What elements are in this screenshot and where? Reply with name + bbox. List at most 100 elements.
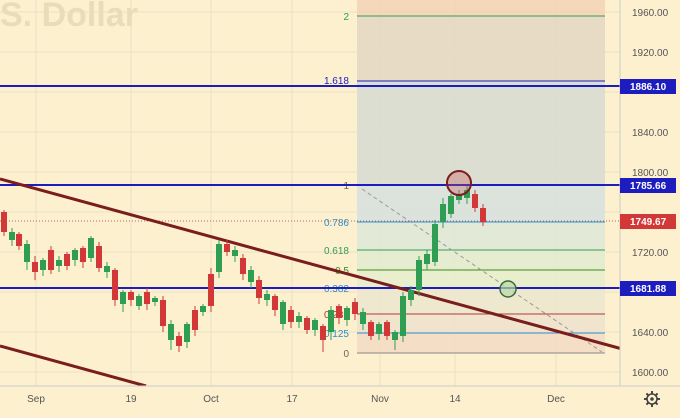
candle-body bbox=[136, 296, 142, 306]
candle-body bbox=[168, 324, 174, 340]
svg-text:17: 17 bbox=[286, 394, 298, 405]
candle-body bbox=[464, 190, 470, 198]
candle-body bbox=[104, 266, 110, 272]
candle-body bbox=[144, 292, 150, 304]
svg-text:19: 19 bbox=[125, 394, 137, 405]
trendline-lower bbox=[0, 344, 147, 388]
candle-body bbox=[176, 336, 182, 346]
candle-body bbox=[296, 316, 302, 322]
price-axis[interactable] bbox=[620, 0, 680, 413]
price-axis-ticks: 1960.00 1920.00 1840.00 1800.00 1720.00 … bbox=[632, 8, 669, 379]
fib-label-1618: 1.618 bbox=[324, 76, 349, 87]
candle-body bbox=[400, 296, 406, 336]
svg-text:1840.00: 1840.00 bbox=[632, 128, 669, 139]
candle-body bbox=[120, 292, 126, 304]
candle-body bbox=[224, 244, 230, 252]
svg-text:1600.00: 1600.00 bbox=[632, 368, 669, 379]
candle-body bbox=[352, 302, 358, 314]
target-marker-circle[interactable] bbox=[499, 280, 517, 298]
fib-label-0618: 0.618 bbox=[324, 246, 349, 257]
candle-body bbox=[160, 300, 166, 326]
candle-body bbox=[336, 306, 342, 318]
candle-body bbox=[56, 260, 62, 266]
date-axis-ticks: Sep 19 Oct 17 Nov 14 Dec bbox=[27, 394, 565, 405]
date-axis[interactable] bbox=[0, 386, 620, 413]
candle-body bbox=[328, 310, 334, 332]
candle-body bbox=[32, 262, 38, 272]
price-label-1886: 1886.10 bbox=[620, 79, 676, 94]
candle-body bbox=[432, 224, 438, 262]
candle-body bbox=[112, 270, 118, 300]
candle-body bbox=[376, 324, 382, 334]
svg-text:1960.00: 1960.00 bbox=[632, 8, 669, 19]
candle-body bbox=[256, 280, 262, 298]
svg-text:Sep: Sep bbox=[27, 394, 45, 405]
svg-text:Dec: Dec bbox=[547, 394, 565, 405]
fib-label-2: 2 bbox=[343, 12, 349, 23]
candle-body bbox=[288, 310, 294, 322]
candle-body bbox=[448, 196, 454, 214]
candle-body bbox=[280, 302, 286, 324]
candle-body bbox=[360, 312, 366, 324]
candle-body bbox=[80, 248, 86, 262]
candle-body bbox=[304, 318, 310, 330]
projection-dashed-line bbox=[361, 188, 603, 353]
candle-body bbox=[184, 324, 190, 342]
svg-text:Nov: Nov bbox=[371, 394, 389, 405]
trendline-upper bbox=[0, 177, 627, 352]
candle-body bbox=[200, 306, 206, 312]
svg-text:Oct: Oct bbox=[203, 394, 219, 405]
candle-body bbox=[384, 322, 390, 336]
fib-label-0: 0 bbox=[343, 349, 349, 360]
candle-body bbox=[88, 238, 94, 258]
candle-body bbox=[208, 274, 214, 306]
svg-text:1681.88: 1681.88 bbox=[630, 284, 667, 295]
candle-body bbox=[192, 310, 198, 330]
fib-label-0786: 0.786 bbox=[324, 218, 349, 229]
candle-body bbox=[368, 322, 374, 336]
svg-text:1640.00: 1640.00 bbox=[632, 328, 669, 339]
candle-body bbox=[248, 270, 254, 282]
fib-label-1: 1 bbox=[343, 181, 349, 192]
gear-icon[interactable] bbox=[644, 391, 660, 407]
candle-body bbox=[9, 232, 15, 240]
candle-body bbox=[216, 244, 222, 272]
candle-body bbox=[152, 298, 158, 302]
candle-body bbox=[344, 308, 350, 320]
candle-body bbox=[16, 234, 22, 246]
candle-body bbox=[96, 246, 102, 268]
candle-body bbox=[128, 292, 134, 300]
price-label-1681: 1681.88 bbox=[620, 281, 676, 296]
candle-body bbox=[40, 260, 46, 270]
candle-body bbox=[264, 294, 270, 300]
fib-label-0125: 0.125 bbox=[324, 329, 349, 340]
candle-body bbox=[480, 208, 486, 222]
candlesticks bbox=[1, 186, 486, 352]
svg-text:1720.00: 1720.00 bbox=[632, 248, 669, 259]
candle-body bbox=[24, 244, 30, 262]
price-label-1749-current: 1749.67 bbox=[620, 214, 676, 229]
svg-text:1886.10: 1886.10 bbox=[630, 82, 667, 93]
candle-body bbox=[72, 250, 78, 260]
candle-body bbox=[424, 254, 430, 264]
fib-label-0382: 0.382 bbox=[324, 284, 349, 295]
candle-body bbox=[48, 250, 54, 270]
high-marker-circle[interactable] bbox=[446, 170, 472, 196]
candle-body bbox=[312, 320, 318, 330]
trend-channel[interactable] bbox=[0, 177, 627, 388]
svg-text:14: 14 bbox=[449, 394, 461, 405]
svg-text:1785.66: 1785.66 bbox=[630, 181, 667, 192]
candle-body bbox=[472, 194, 478, 208]
candle-body bbox=[64, 254, 70, 266]
fib-level-lines bbox=[357, 15, 605, 354]
candle-body bbox=[440, 204, 446, 222]
candle-body bbox=[1, 212, 7, 232]
candle-body bbox=[392, 332, 398, 340]
candle-body bbox=[240, 258, 246, 274]
candle-body bbox=[320, 326, 326, 340]
candle-body bbox=[232, 250, 238, 256]
fib-extension-zones bbox=[357, 0, 605, 353]
candle-body bbox=[408, 290, 414, 300]
